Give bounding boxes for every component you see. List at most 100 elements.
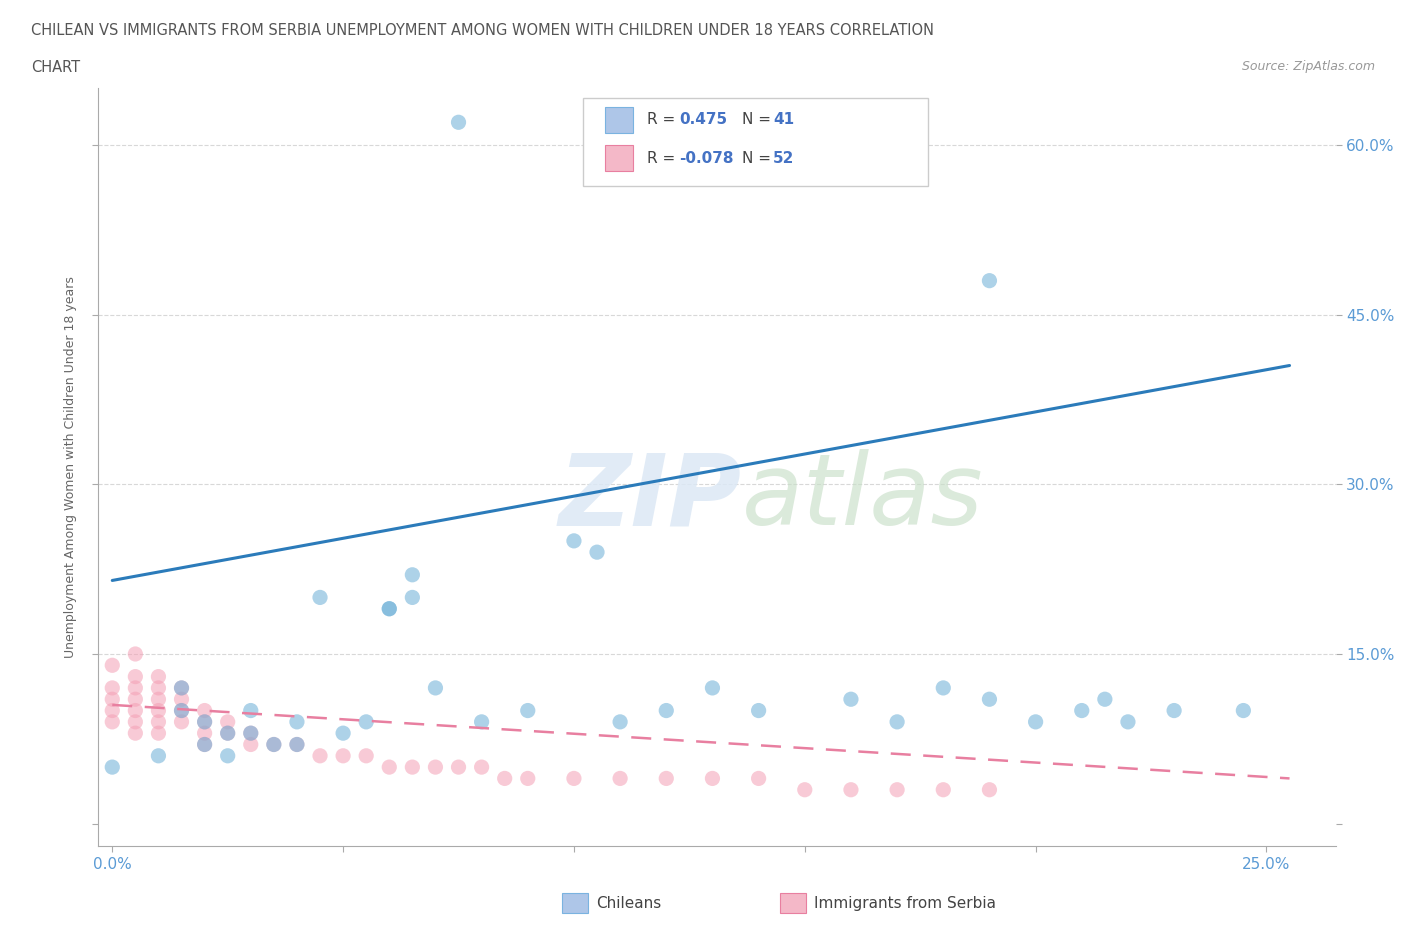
Point — [886, 782, 908, 797]
Point — [194, 737, 217, 752]
Point — [239, 737, 262, 752]
Point — [447, 760, 470, 775]
Point — [471, 714, 494, 729]
Point — [471, 760, 494, 775]
Point — [148, 725, 170, 740]
Point — [194, 714, 217, 729]
Point — [979, 692, 1001, 707]
Point — [285, 737, 308, 752]
Point — [101, 658, 124, 672]
Point — [101, 681, 124, 696]
Point — [194, 725, 217, 740]
Text: Immigrants from Serbia: Immigrants from Serbia — [814, 897, 995, 911]
Point — [239, 725, 262, 740]
Point — [263, 737, 285, 752]
Point — [124, 681, 146, 696]
Text: Chileans: Chileans — [596, 897, 661, 911]
Text: atlas: atlas — [742, 449, 983, 546]
Point — [1163, 703, 1185, 718]
Point — [839, 692, 862, 707]
Text: CHART: CHART — [31, 60, 80, 75]
Point — [194, 714, 217, 729]
Point — [932, 782, 955, 797]
Point — [378, 602, 401, 617]
Point — [170, 703, 193, 718]
Point — [170, 703, 193, 718]
Point — [932, 681, 955, 696]
Text: N =: N = — [742, 151, 776, 166]
Text: -0.078: -0.078 — [679, 151, 734, 166]
Point — [285, 737, 308, 752]
Point — [655, 703, 678, 718]
Point — [285, 714, 308, 729]
Point — [309, 749, 332, 764]
Point — [562, 534, 585, 549]
Point — [101, 760, 124, 775]
Point — [609, 771, 631, 786]
Point — [702, 681, 724, 696]
Text: 0.475: 0.475 — [679, 113, 727, 127]
Point — [124, 692, 146, 707]
Point — [170, 714, 193, 729]
Point — [354, 714, 377, 729]
Point — [702, 771, 724, 786]
Point — [494, 771, 516, 786]
Point — [748, 771, 770, 786]
Text: 52: 52 — [773, 151, 794, 166]
Point — [1070, 703, 1092, 718]
Text: 41: 41 — [773, 113, 794, 127]
Point — [148, 692, 170, 707]
Point — [378, 760, 401, 775]
Point — [148, 703, 170, 718]
Point — [148, 749, 170, 764]
Point — [217, 725, 239, 740]
Point — [148, 714, 170, 729]
Point — [655, 771, 678, 786]
Point — [1116, 714, 1139, 729]
Text: N =: N = — [742, 113, 776, 127]
Point — [124, 646, 146, 661]
Point — [516, 771, 538, 786]
Text: R =: R = — [647, 151, 681, 166]
Point — [562, 771, 585, 786]
Point — [101, 692, 124, 707]
Point — [1025, 714, 1047, 729]
Point — [194, 703, 217, 718]
Point — [124, 714, 146, 729]
Point — [354, 749, 377, 764]
Point — [401, 760, 423, 775]
Point — [1232, 703, 1254, 718]
Point — [309, 590, 332, 604]
Point — [148, 670, 170, 684]
Point — [793, 782, 815, 797]
Point — [425, 760, 447, 775]
Point — [332, 725, 354, 740]
Point — [101, 714, 124, 729]
Point — [239, 725, 262, 740]
Point — [217, 714, 239, 729]
Point — [124, 670, 146, 684]
Point — [839, 782, 862, 797]
Point — [101, 703, 124, 718]
Point — [170, 692, 193, 707]
Point — [148, 681, 170, 696]
Point — [332, 749, 354, 764]
Point — [748, 703, 770, 718]
Point — [170, 681, 193, 696]
Text: Source: ZipAtlas.com: Source: ZipAtlas.com — [1241, 60, 1375, 73]
Point — [586, 545, 609, 560]
Y-axis label: Unemployment Among Women with Children Under 18 years: Unemployment Among Women with Children U… — [63, 276, 77, 658]
Point — [217, 749, 239, 764]
Point — [979, 782, 1001, 797]
Point — [217, 725, 239, 740]
Point — [263, 737, 285, 752]
Text: ZIP: ZIP — [558, 449, 742, 546]
Point — [425, 681, 447, 696]
Point — [516, 703, 538, 718]
Point — [401, 590, 423, 604]
Point — [609, 714, 631, 729]
Point — [401, 567, 423, 582]
Point — [447, 114, 470, 129]
Text: R =: R = — [647, 113, 681, 127]
Text: CHILEAN VS IMMIGRANTS FROM SERBIA UNEMPLOYMENT AMONG WOMEN WITH CHILDREN UNDER 1: CHILEAN VS IMMIGRANTS FROM SERBIA UNEMPL… — [31, 23, 934, 38]
